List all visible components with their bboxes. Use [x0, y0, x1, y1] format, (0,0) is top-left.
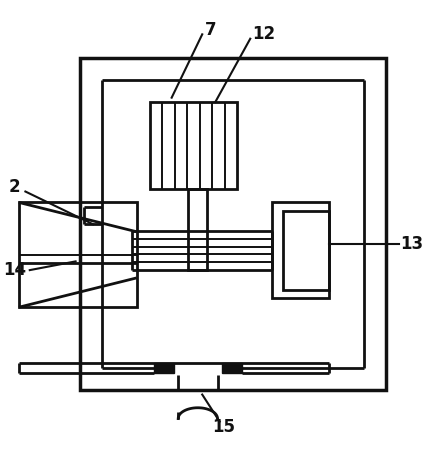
Bar	[80, 58, 385, 390]
Bar	[150, 102, 237, 189]
Bar	[188, 189, 208, 270]
Bar	[154, 363, 174, 373]
Text: 14: 14	[3, 261, 26, 279]
Bar	[272, 202, 329, 299]
Bar	[283, 211, 329, 290]
Bar	[19, 202, 137, 307]
Text: 7: 7	[205, 21, 217, 39]
Text: 15: 15	[212, 418, 236, 436]
Text: 12: 12	[252, 25, 275, 43]
Text: 2: 2	[9, 178, 20, 196]
Bar	[222, 363, 241, 373]
Text: 13: 13	[400, 235, 424, 253]
